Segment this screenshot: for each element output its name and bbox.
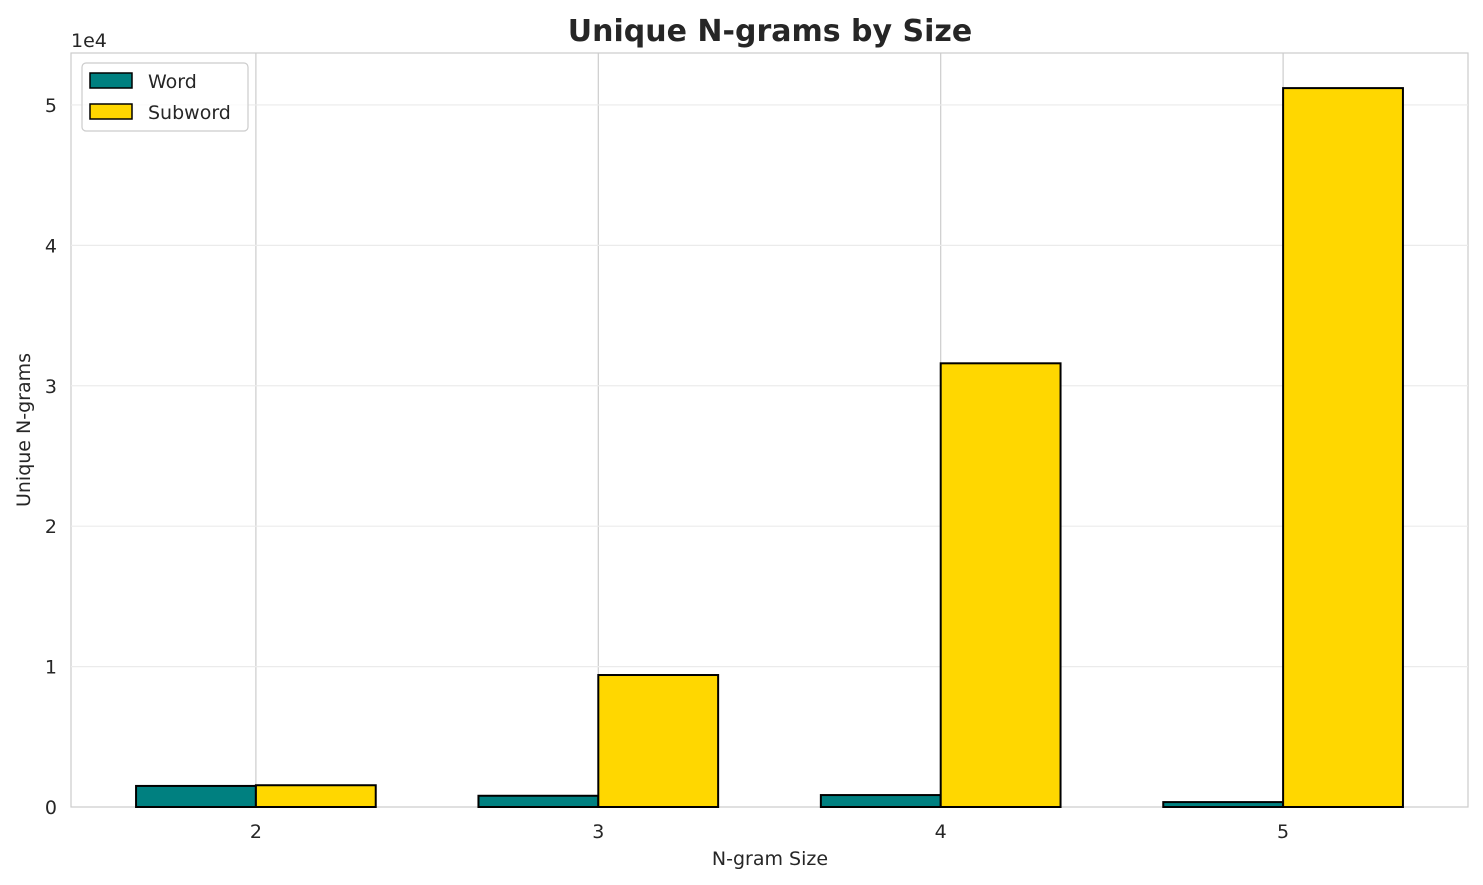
bar-subword-3: [597, 674, 720, 808]
y-axis-label: Unique N-grams: [13, 353, 35, 507]
y-offset-label: 1e4: [71, 30, 107, 52]
x-axis-label: N-gram Size: [712, 848, 828, 870]
legend-label-word: Word: [148, 71, 197, 93]
y-tick-label: 3: [45, 376, 57, 398]
bars: [135, 87, 1404, 809]
y-tick-label: 1: [45, 657, 57, 679]
x-tick-label: 3: [592, 821, 604, 843]
bar-subword-2: [254, 784, 377, 809]
plot-area: [70, 52, 1469, 808]
x-tick-label: 2: [250, 821, 262, 843]
bar-subword-4: [939, 362, 1062, 808]
legend-swatch-word: [89, 72, 133, 89]
grid: [71, 53, 1468, 807]
y-tick-label: 0: [45, 797, 57, 819]
bar-subword-5: [1282, 87, 1404, 808]
x-tick-label: 4: [935, 821, 947, 843]
y-tick-label: 5: [45, 95, 57, 117]
chart-title: Unique N-grams by Size: [568, 14, 972, 49]
y-tick-label: 2: [45, 516, 57, 538]
bar-word-5: [1162, 801, 1285, 808]
legend: Word Subword: [81, 62, 249, 132]
y-tick-labels: 0 1 2 3 4 5: [45, 95, 57, 819]
x-tick-labels: 2 3 4 5: [250, 821, 1289, 843]
legend-label-subword: Subword: [148, 102, 231, 124]
bar-word-4: [819, 794, 942, 809]
bar-word-2: [135, 784, 257, 808]
x-tick-label: 5: [1277, 821, 1289, 843]
y-tick-label: 4: [45, 235, 57, 257]
legend-swatch-subword: [89, 103, 133, 120]
bar-word-3: [477, 794, 600, 808]
